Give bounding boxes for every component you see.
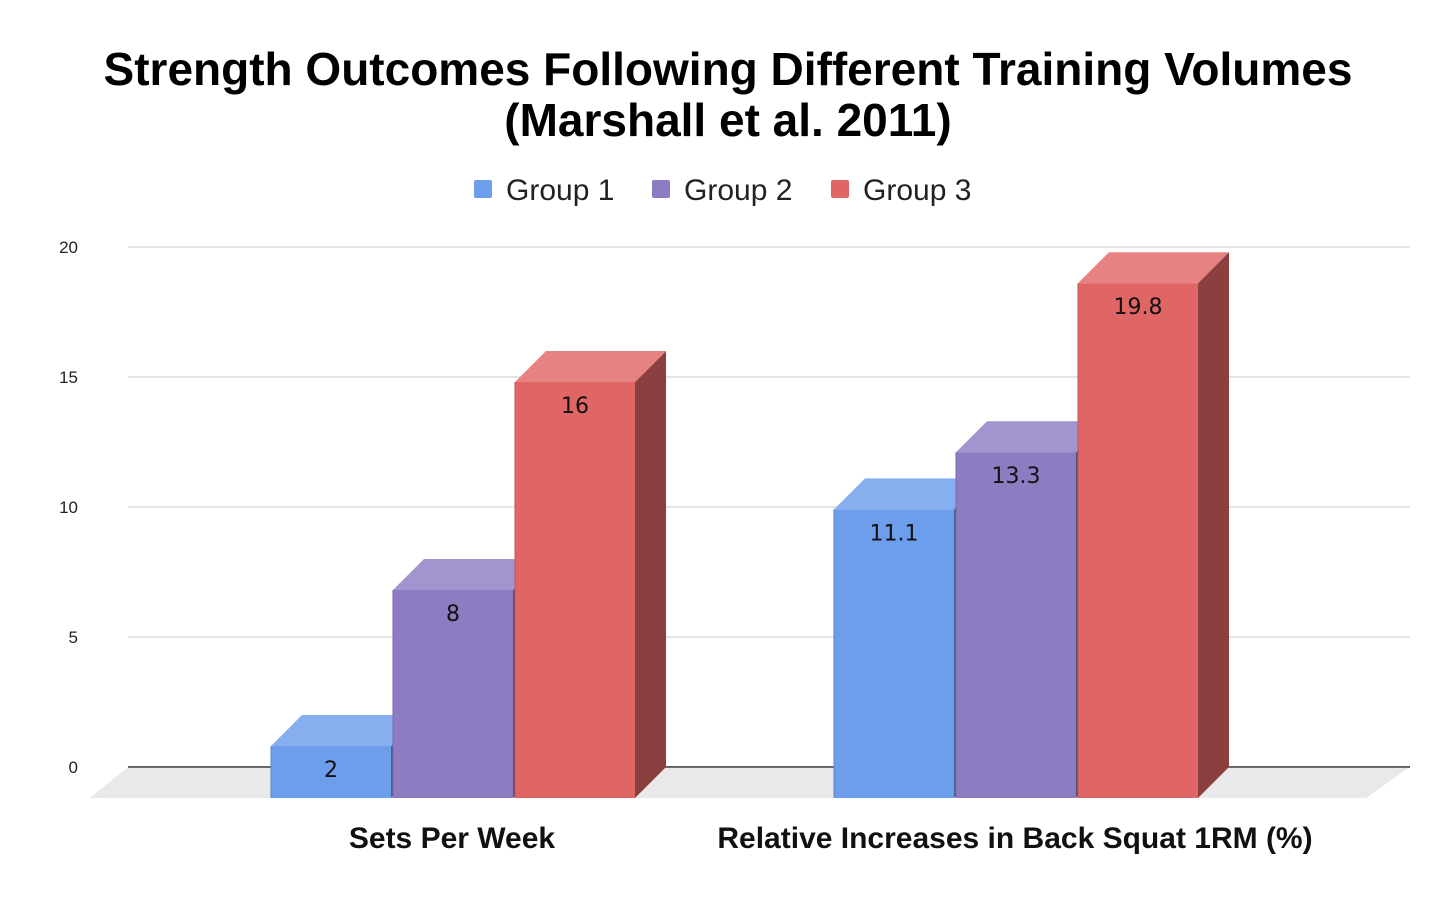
bar-front-face (956, 452, 1076, 798)
category-label-0: Sets Per Week (349, 822, 556, 855)
y-axis-ticks: 0 5 10 15 20 (59, 238, 78, 777)
legend-item-group-3: Group 3 (831, 174, 971, 207)
bar-top-face (1078, 252, 1229, 284)
legend-label: Group 3 (863, 174, 971, 207)
bar-group-3-cat-1: 19.8 (1077, 252, 1229, 798)
data-label: 19.8 (1114, 295, 1163, 320)
bar-front-face (271, 746, 391, 798)
legend-item-group-1: Group 1 (474, 174, 614, 207)
y-tick-label-0: 0 (69, 758, 78, 777)
bar-top-face (956, 421, 1107, 453)
bar-top-face (271, 715, 422, 746)
chart-title: Strength Outcomes Following Different Tr… (104, 43, 1353, 95)
legend-swatch (831, 180, 849, 198)
y-tick-label-10: 10 (59, 498, 78, 517)
y-tick-label-20: 20 (59, 238, 78, 257)
legend-label: Group 2 (684, 174, 792, 207)
legend: Group 1 Group 2 Group 3 (474, 174, 971, 207)
x-axis-categories: Sets Per Week Relative Increases in Back … (349, 822, 1313, 855)
bar-group-3-cat-0: 16 (514, 351, 666, 798)
legend-swatch (474, 180, 492, 198)
legend-swatch (652, 180, 670, 198)
legend-item-group-2: Group 2 (652, 174, 792, 207)
bar-front-face (515, 382, 635, 798)
category-label-1: Relative Increases in Back Squat 1RM (%) (717, 822, 1312, 855)
data-label: 2 (324, 758, 338, 783)
chart-subtitle: (Marshall et al. 2011) (504, 94, 951, 146)
y-tick-label-5: 5 (69, 628, 78, 647)
y-tick-label-15: 15 (59, 368, 78, 387)
data-label: 16 (561, 394, 589, 419)
bar-front-face (834, 509, 954, 798)
bar-top-face (393, 559, 544, 590)
bar-top-face (834, 478, 985, 510)
bar-front-face (393, 590, 513, 798)
data-label: 8 (446, 602, 460, 627)
bar-top-face (515, 351, 666, 382)
bars: 2 8 16 11.1 13.3 19.8 (270, 252, 1229, 798)
bar-side-face (1198, 252, 1229, 798)
bar-front-face (1078, 283, 1198, 798)
legend-label: Group 1 (506, 174, 614, 207)
bar-side-face (635, 351, 666, 798)
data-label: 13.3 (992, 464, 1041, 489)
data-label: 11.1 (870, 521, 919, 546)
